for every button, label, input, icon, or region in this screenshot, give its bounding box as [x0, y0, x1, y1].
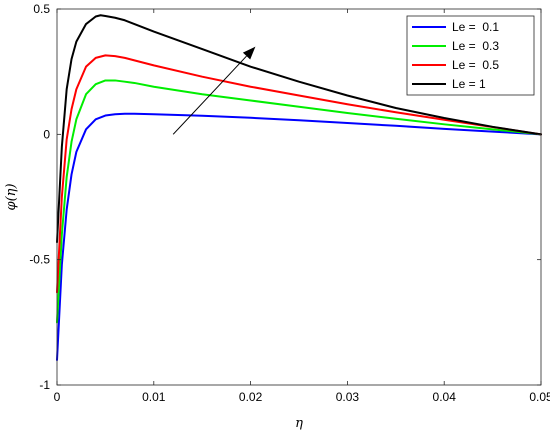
series-layer	[56, 14, 542, 361]
x-tick-label: 0.04	[433, 390, 457, 404]
y-axis-label: φ(η)	[4, 183, 19, 210]
legend-box	[406, 15, 535, 96]
legend: Le = 0.1 Le = 0.3 Le = 0.5 Le = 1	[406, 15, 535, 96]
annotation-layer	[172, 46, 256, 135]
legend-label-0: Le = 0.1	[452, 20, 499, 34]
legend-label-1: Le = 0.3	[452, 39, 499, 53]
plot-frame	[56, 8, 542, 386]
y-tick-label: -0.5	[29, 253, 50, 267]
y-tick-label: 0.5	[33, 2, 50, 16]
legend-label-2: Le = 0.5	[452, 58, 499, 72]
x-tick-label: 0.03	[336, 390, 360, 404]
series-line-2	[56, 54, 542, 294]
x-tick-label: 0.05	[529, 390, 550, 404]
x-tick-label: 0.02	[239, 390, 263, 404]
y-tick-label: 0	[43, 127, 50, 141]
x-axis-ticks: 0 0.01 0.02 0.03 0.04 0.05	[54, 9, 550, 404]
series-line-3	[56, 14, 542, 244]
legend-label-3: Le = 1	[452, 77, 486, 91]
annotation-arrow-shaft	[172, 55, 247, 135]
series-line-1	[56, 79, 542, 324]
annotation-arrow-head	[242, 46, 256, 60]
series-line-0	[56, 112, 542, 361]
x-tick-label: 0.01	[142, 390, 166, 404]
x-axis-label: η	[295, 416, 303, 431]
y-axis-ticks: -1 -0.5 0 0.5	[29, 2, 541, 392]
x-tick-label: 0	[54, 390, 61, 404]
y-tick-label: -1	[39, 378, 50, 392]
